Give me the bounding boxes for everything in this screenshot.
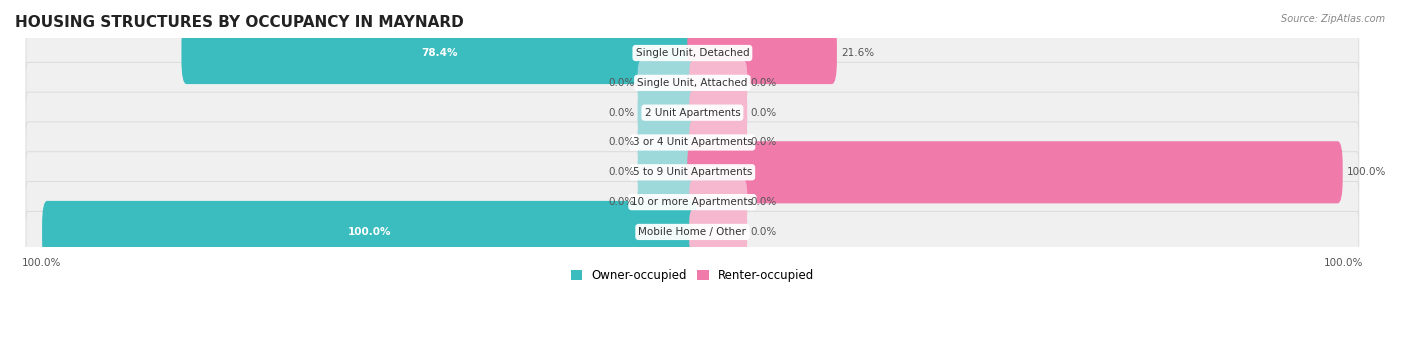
Text: Single Unit, Detached: Single Unit, Detached: [636, 48, 749, 58]
Text: 0.0%: 0.0%: [607, 137, 634, 148]
Text: 0.0%: 0.0%: [751, 108, 776, 118]
Text: 78.4%: 78.4%: [422, 48, 458, 58]
Text: 0.0%: 0.0%: [607, 167, 634, 177]
Text: HOUSING STRUCTURES BY OCCUPANCY IN MAYNARD: HOUSING STRUCTURES BY OCCUPANCY IN MAYNA…: [15, 15, 464, 30]
FancyBboxPatch shape: [689, 180, 747, 224]
Text: 100.0%: 100.0%: [1324, 258, 1364, 268]
Text: 5 to 9 Unit Apartments: 5 to 9 Unit Apartments: [633, 167, 752, 177]
Text: 0.0%: 0.0%: [751, 137, 776, 148]
Text: Mobile Home / Other: Mobile Home / Other: [638, 227, 747, 237]
FancyBboxPatch shape: [25, 32, 1358, 74]
FancyBboxPatch shape: [181, 22, 697, 84]
Text: Source: ZipAtlas.com: Source: ZipAtlas.com: [1281, 14, 1385, 24]
FancyBboxPatch shape: [637, 150, 696, 194]
FancyBboxPatch shape: [25, 181, 1358, 223]
FancyBboxPatch shape: [42, 201, 697, 263]
FancyBboxPatch shape: [689, 91, 747, 135]
FancyBboxPatch shape: [689, 61, 747, 105]
Text: 0.0%: 0.0%: [607, 108, 634, 118]
Text: 3 or 4 Unit Apartments: 3 or 4 Unit Apartments: [633, 137, 752, 148]
Text: 0.0%: 0.0%: [607, 78, 634, 88]
FancyBboxPatch shape: [637, 120, 696, 165]
Text: 100.0%: 100.0%: [21, 258, 60, 268]
FancyBboxPatch shape: [25, 92, 1358, 133]
Text: 0.0%: 0.0%: [751, 227, 776, 237]
Text: 10 or more Apartments: 10 or more Apartments: [631, 197, 754, 207]
FancyBboxPatch shape: [25, 62, 1358, 103]
Legend: Owner-occupied, Renter-occupied: Owner-occupied, Renter-occupied: [565, 264, 818, 287]
Text: 0.0%: 0.0%: [607, 197, 634, 207]
Text: Single Unit, Attached: Single Unit, Attached: [637, 78, 748, 88]
Text: 100.0%: 100.0%: [349, 227, 392, 237]
Text: 100.0%: 100.0%: [1347, 167, 1386, 177]
FancyBboxPatch shape: [688, 141, 1343, 203]
FancyBboxPatch shape: [637, 180, 696, 224]
FancyBboxPatch shape: [637, 61, 696, 105]
FancyBboxPatch shape: [25, 211, 1358, 253]
Text: 2 Unit Apartments: 2 Unit Apartments: [644, 108, 741, 118]
FancyBboxPatch shape: [689, 210, 747, 254]
FancyBboxPatch shape: [688, 22, 837, 84]
Text: 21.6%: 21.6%: [841, 48, 875, 58]
FancyBboxPatch shape: [689, 120, 747, 165]
FancyBboxPatch shape: [637, 91, 696, 135]
FancyBboxPatch shape: [25, 152, 1358, 193]
Text: 0.0%: 0.0%: [751, 197, 776, 207]
FancyBboxPatch shape: [25, 122, 1358, 163]
Text: 0.0%: 0.0%: [751, 78, 776, 88]
